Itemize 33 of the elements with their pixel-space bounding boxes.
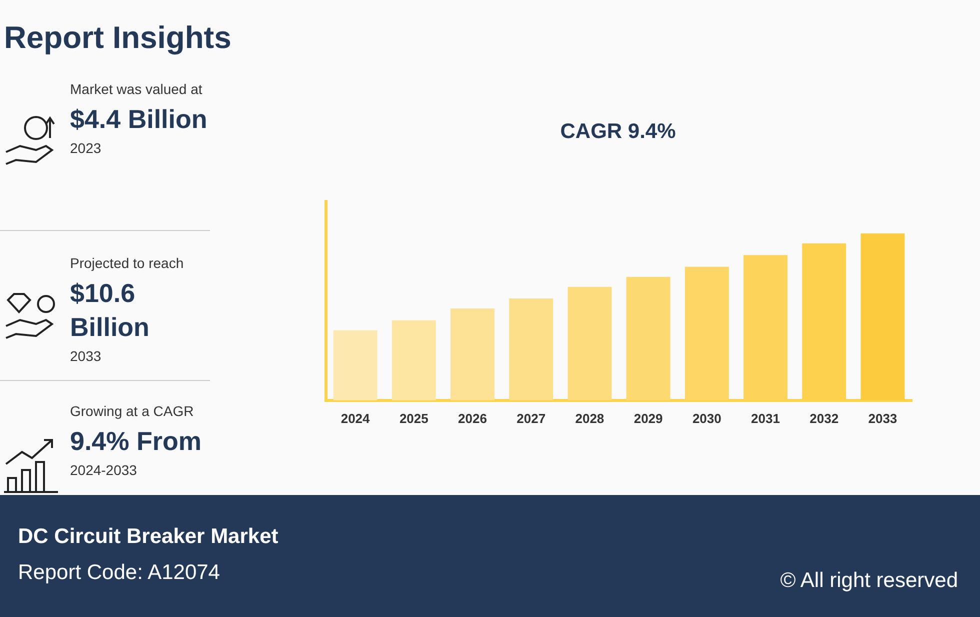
x-tick-label: 2031 — [751, 410, 780, 426]
x-tick-label: 2025 — [399, 410, 428, 426]
x-tick-label: 2027 — [516, 410, 546, 426]
bar — [568, 286, 612, 400]
bar — [860, 233, 905, 400]
text: Growing at a CAGR — [70, 402, 195, 421]
bar — [509, 298, 554, 400]
chart-title: Report Insights — [4, 20, 232, 56]
x-tick-label: 2030 — [692, 410, 722, 426]
text: 2033 — [70, 348, 102, 364]
text: $4.4 Billion — [70, 103, 208, 136]
bar — [392, 320, 436, 400]
x-tick-label: 2029 — [634, 410, 663, 426]
text: DC Circuit Breaker Market — [18, 525, 278, 549]
x-tick-label: 2024 — [340, 410, 371, 426]
text: Report Code: A12074 — [18, 561, 220, 585]
bar — [684, 266, 729, 400]
text: 2023 — [70, 140, 102, 156]
x-tick-label: 2028 — [575, 410, 604, 426]
x-tick-label: 2026 — [458, 410, 487, 426]
text: Projected to reach — [70, 254, 185, 273]
bar — [626, 276, 670, 400]
text: 2024-2033 — [70, 462, 138, 478]
text: 9.4% From — [70, 425, 202, 458]
text: Market was valued at — [70, 80, 204, 99]
text: $10.6 Billion — [70, 277, 150, 344]
x-tick-label: 2032 — [810, 410, 839, 426]
text: © All right reserved — [780, 569, 958, 593]
x-tick-label: 2033 — [868, 410, 898, 426]
bar — [333, 330, 378, 400]
bar — [744, 255, 788, 400]
bar — [450, 308, 494, 400]
chart-subtitle: CAGR 9.4% — [559, 120, 677, 144]
